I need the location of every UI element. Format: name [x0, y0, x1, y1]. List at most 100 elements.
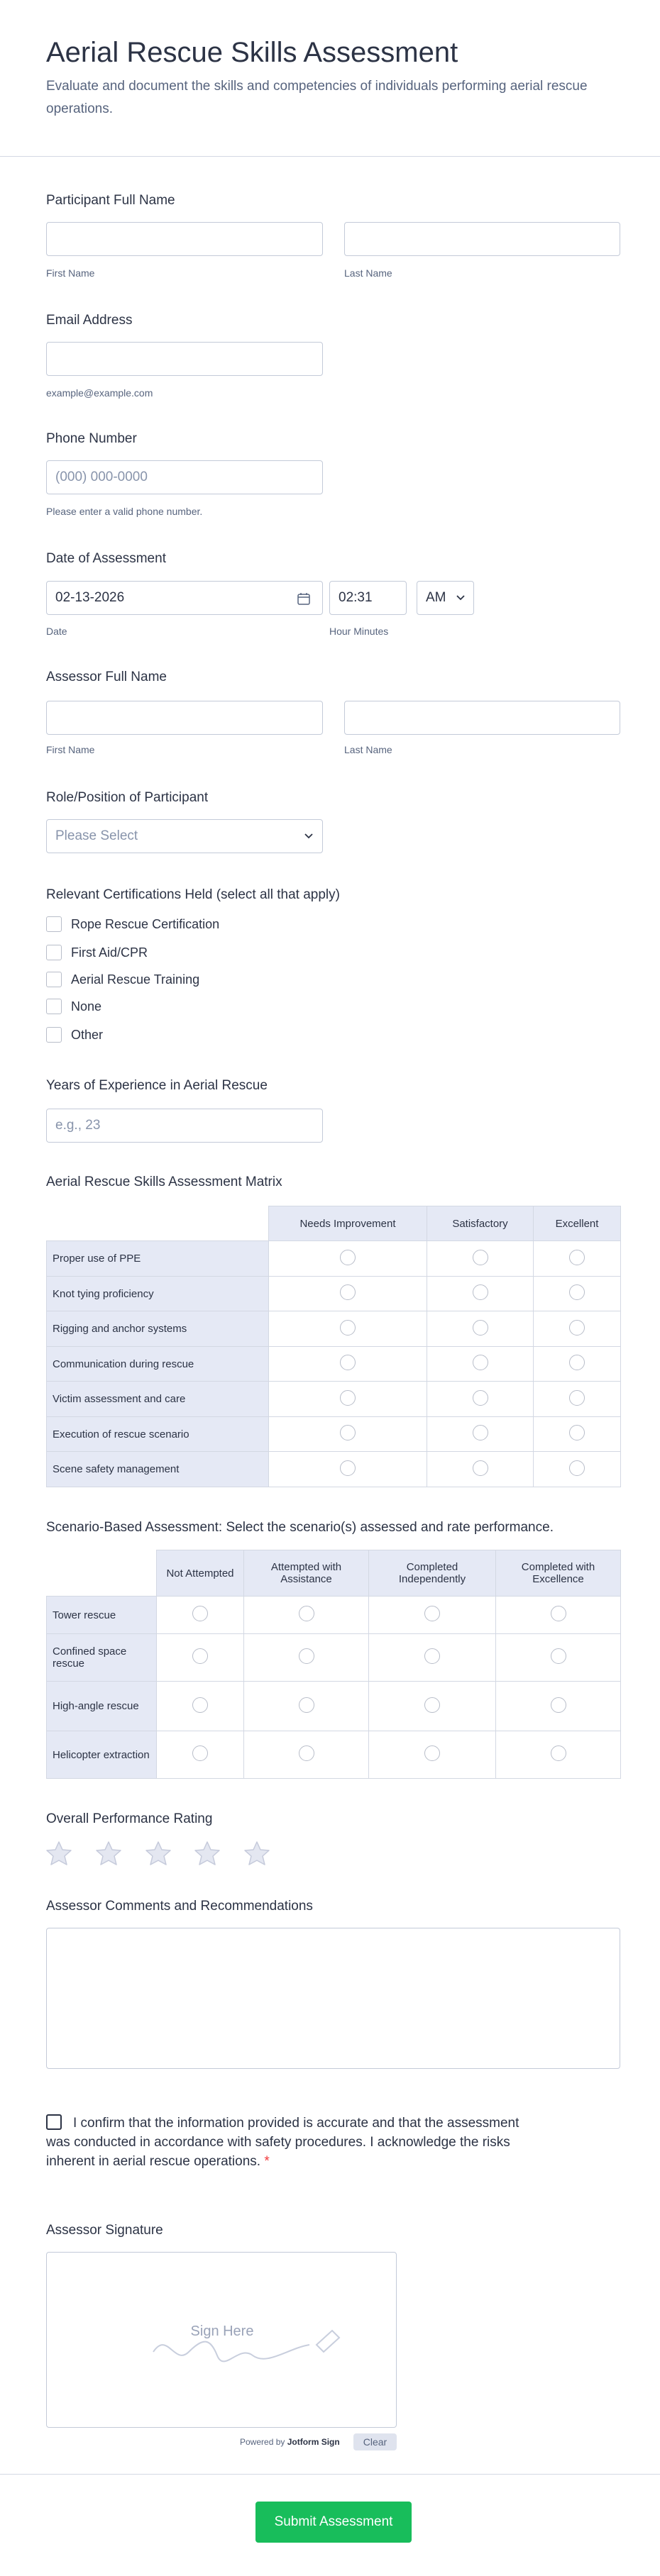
radio[interactable]: [192, 1648, 208, 1664]
signature-pad[interactable]: Sign Here: [46, 2252, 397, 2428]
radio[interactable]: [472, 1355, 488, 1370]
radio[interactable]: [298, 1697, 314, 1713]
radio[interactable]: [472, 1389, 488, 1406]
submit-button[interactable]: Submit Assessment: [255, 2502, 412, 2543]
ampm-select[interactable]: AM: [417, 581, 474, 615]
radio[interactable]: [340, 1460, 356, 1476]
radio[interactable]: [340, 1425, 356, 1440]
radio[interactable]: [569, 1319, 585, 1336]
text-input[interactable]: [46, 342, 323, 376]
radio[interactable]: [472, 1249, 488, 1265]
sublabel: Last Name: [344, 267, 392, 279]
radio[interactable]: [569, 1249, 585, 1265]
radio[interactable]: [472, 1425, 488, 1440]
row-label: Rigging and anchor systems: [46, 1311, 269, 1347]
radio[interactable]: [569, 1355, 585, 1370]
matrix-row: Execution of rescue scenario: [46, 1416, 621, 1452]
radio[interactable]: [550, 1648, 566, 1664]
radio[interactable]: [340, 1284, 356, 1300]
field-label: Assessor Comments and Recommendations: [46, 1899, 313, 1914]
radio[interactable]: [192, 1606, 208, 1621]
star[interactable]: [193, 1840, 221, 1868]
field-label: Role/Position of Participant: [46, 790, 209, 805]
column-header: Needs Improvement: [268, 1206, 427, 1241]
text-input[interactable]: [46, 222, 323, 256]
radio[interactable]: [569, 1460, 585, 1476]
number-input[interactable]: e.g., 23: [46, 1109, 323, 1143]
radio[interactable]: [569, 1389, 585, 1406]
sublabel: Date: [46, 626, 67, 637]
radio[interactable]: [340, 1389, 356, 1406]
calendar-icon: [297, 593, 310, 605]
cell: [533, 1346, 621, 1382]
field-label: Scenario-Based Assessment: Select the sc…: [46, 1520, 554, 1535]
radio[interactable]: [192, 1697, 208, 1713]
radio[interactable]: [424, 1697, 440, 1713]
radio[interactable]: [424, 1606, 440, 1621]
radio[interactable]: [550, 1745, 566, 1761]
radio[interactable]: [424, 1648, 440, 1664]
checkbox[interactable]: [46, 1027, 62, 1043]
date-input[interactable]: 02-13-2026: [46, 581, 323, 615]
radio[interactable]: [298, 1648, 314, 1664]
cell: [495, 1633, 621, 1682]
star[interactable]: [94, 1840, 123, 1868]
star-shape: [46, 1841, 72, 1865]
cell: [268, 1451, 427, 1487]
radio[interactable]: [550, 1606, 566, 1621]
confirmation-text: I confirm that the information provided …: [46, 2114, 529, 2171]
radio[interactable]: [340, 1355, 356, 1370]
star-shape: [244, 1841, 270, 1865]
matrix-row: Victim assessment and care: [46, 1381, 621, 1417]
radio[interactable]: [569, 1425, 585, 1440]
text-input[interactable]: [344, 701, 620, 735]
cell: [533, 1276, 621, 1311]
field-label: Email Address: [46, 313, 133, 328]
star[interactable]: [144, 1840, 172, 1868]
checkbox-label: Aerial Rescue Training: [71, 972, 200, 987]
sublabel: Please enter a valid phone number.: [46, 506, 203, 517]
radio[interactable]: [340, 1249, 356, 1265]
checkbox[interactable]: [46, 945, 62, 960]
row-label: Victim assessment and care: [46, 1381, 269, 1417]
checkbox[interactable]: [46, 2114, 62, 2130]
checkbox[interactable]: [46, 972, 62, 987]
checkbox[interactable]: [46, 916, 62, 932]
select-input[interactable]: Please Select: [46, 819, 323, 853]
cell: [368, 1596, 496, 1634]
radio[interactable]: [340, 1319, 356, 1336]
radio[interactable]: [550, 1697, 566, 1713]
row-label: Communication during rescue: [46, 1346, 269, 1382]
star-shape: [194, 1841, 220, 1865]
header-row: Needs Improvement Satisfactory Excellent: [46, 1206, 621, 1241]
cell: [427, 1311, 534, 1347]
select-placeholder: Please Select: [55, 828, 138, 843]
radio[interactable]: [298, 1745, 314, 1761]
radio[interactable]: [298, 1606, 314, 1621]
text-input[interactable]: [46, 701, 323, 735]
cell: [268, 1240, 427, 1277]
clear-button[interactable]: Clear: [353, 2433, 397, 2450]
radio[interactable]: [472, 1460, 488, 1476]
time-input[interactable]: 02:31: [329, 581, 407, 615]
cell: [427, 1451, 534, 1487]
matrix-row: Confined space rescue: [46, 1633, 621, 1682]
star-shape: [145, 1841, 171, 1865]
radio[interactable]: [472, 1319, 488, 1336]
star[interactable]: [243, 1840, 271, 1868]
radio[interactable]: [472, 1284, 488, 1300]
column-header: Satisfactory: [427, 1206, 534, 1241]
textarea[interactable]: [46, 1928, 620, 2069]
column-header: Completed with Excellence: [495, 1550, 621, 1597]
field-label: Assessor Signature: [46, 2223, 163, 2238]
cell: [268, 1346, 427, 1382]
star[interactable]: [45, 1840, 73, 1868]
radio[interactable]: [569, 1284, 585, 1300]
checkbox[interactable]: [46, 999, 62, 1014]
checkbox-label: Rope Rescue Certification: [71, 917, 220, 931]
radio[interactable]: [424, 1745, 440, 1761]
radio[interactable]: [192, 1745, 208, 1761]
cell: [495, 1731, 621, 1779]
text-input[interactable]: (000) 000-0000: [46, 460, 323, 494]
text-input[interactable]: [344, 222, 620, 256]
